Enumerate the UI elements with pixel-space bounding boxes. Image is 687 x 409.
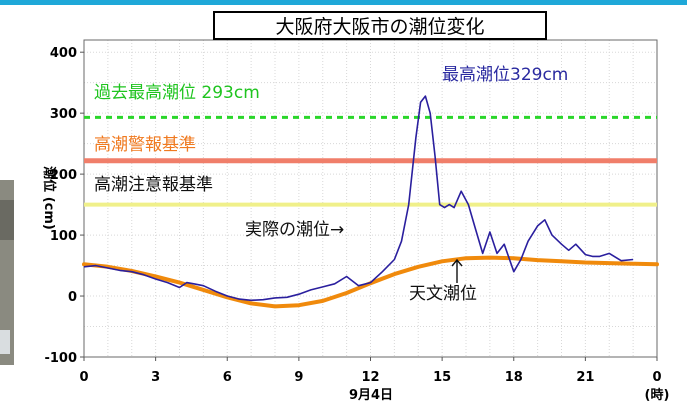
reference-lines	[84, 115, 657, 207]
x-tick-label: 0	[79, 370, 88, 385]
warning-level-label: 高潮警報基準	[94, 135, 196, 155]
observed-tide-label: 実際の潮位→	[245, 220, 344, 240]
advisory-level-label: 高潮注意報基準	[94, 175, 213, 195]
left-photo-strip-shade	[0, 200, 14, 240]
astronomical-arrow-icon	[451, 258, 463, 283]
series-layer	[82, 95, 659, 309]
left-photo-strip-light	[0, 330, 10, 354]
y-tick-label: -100	[44, 351, 77, 366]
title-box	[213, 11, 547, 40]
x-tick-label: 0	[652, 370, 661, 385]
y-axis-label: 潮位 (cm)	[41, 166, 57, 230]
observed-tide-line	[83, 95, 634, 302]
chart-title: 大阪府大阪市の潮位変化	[275, 16, 484, 38]
x-tick-label: 3	[151, 370, 160, 385]
x-tick-label: 9	[294, 370, 303, 385]
record-level-label: 過去最高潮位 293cm	[94, 83, 260, 103]
x-tick-label: 18	[505, 370, 523, 385]
x-axis-label: 9月4日	[349, 388, 393, 403]
y-tick-label: 300	[50, 107, 77, 122]
max-tide-label: 最高潮位329cm	[442, 65, 568, 85]
x-tick-label: 21	[576, 370, 594, 385]
x-tick-label: 15	[433, 370, 451, 385]
x-tick-label: 12	[361, 370, 379, 385]
y-tick-label: 0	[68, 290, 77, 305]
x-tick-label: 6	[223, 370, 232, 385]
astronomical-tide-label: 天文潮位	[409, 284, 477, 304]
y-tick-label: 400	[50, 46, 77, 61]
y-tick-label: 100	[50, 229, 77, 244]
y-tick-label: 200	[50, 168, 77, 183]
top-accent-bar	[0, 0, 687, 5]
x-axis-unit: (時)	[645, 387, 670, 403]
